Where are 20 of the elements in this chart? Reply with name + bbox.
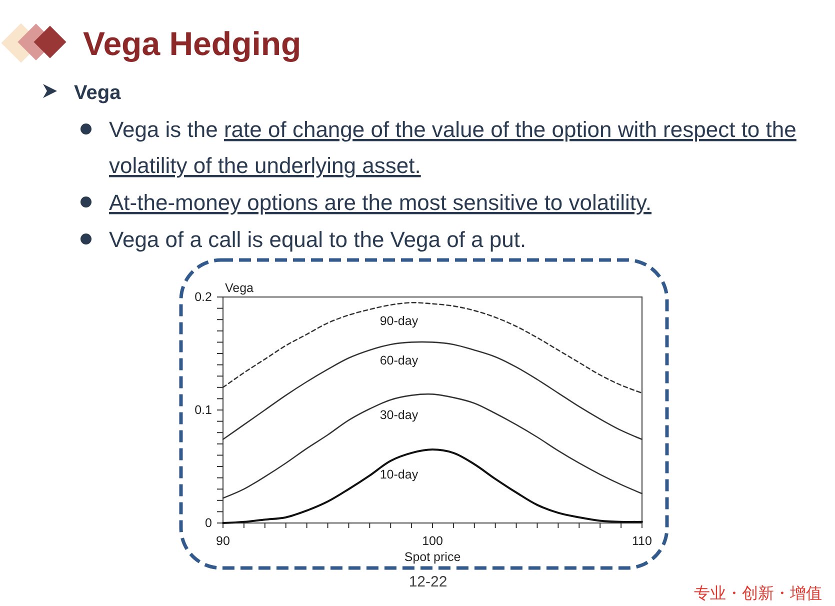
x-tick-label: 90 (216, 534, 230, 548)
series-label: 30-day (380, 408, 419, 422)
series-label: 10-day (380, 468, 419, 482)
text: 专业・创新・增值 (694, 584, 822, 602)
y-tick-label: 0 (205, 516, 212, 530)
y-tick-label: 0.2 (194, 290, 212, 304)
y-tick-label: 0.1 (194, 403, 212, 417)
line-series (222, 448, 643, 524)
series-label: 90-day (380, 314, 419, 328)
series-label: 60-day (380, 354, 419, 368)
text: Vega of a call is equal to the Vega of a put. (109, 227, 526, 252)
x-tick-label: 110 (632, 534, 652, 548)
text: Vega (74, 82, 122, 104)
x-tick-label: 100 (422, 534, 443, 548)
y-axis-title: Vega (225, 281, 254, 295)
chart-title: Vega Hedging (83, 25, 302, 62)
x-axis-title: Spot price (404, 550, 461, 564)
text: Vega is the rate of change of the value of the option with respect to the volatility of the underlying asset. (109, 117, 796, 178)
text: 12-22 (408, 574, 448, 590)
text: At-the-money options are the most sensitive to volatility. (109, 190, 652, 215)
